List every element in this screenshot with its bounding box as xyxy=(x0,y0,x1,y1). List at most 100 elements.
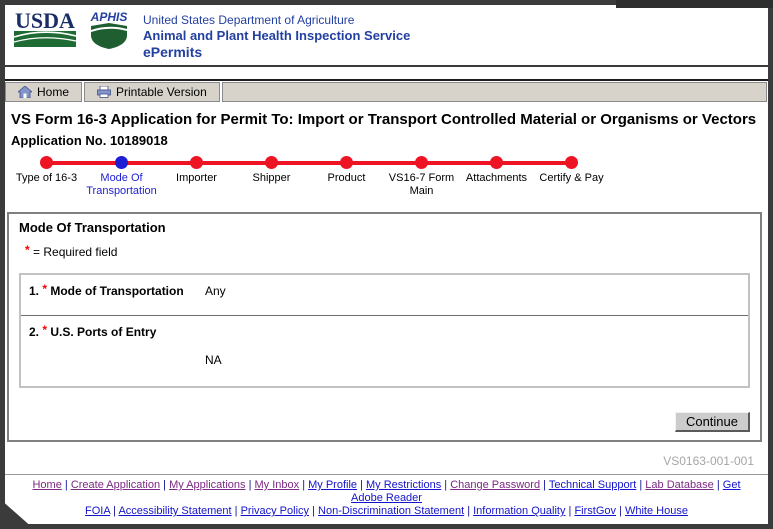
window-top-right-bar xyxy=(616,0,773,8)
step-dot xyxy=(40,156,53,169)
field-label-text: Mode of Transportation xyxy=(47,284,184,298)
stepper-step[interactable]: Product xyxy=(309,156,384,208)
footer-link[interactable]: Non-Discrimination Statement xyxy=(318,505,465,517)
footer: Home | Create Application | My Applicati… xyxy=(5,474,768,518)
step-dot xyxy=(415,156,428,169)
section-heading: Mode Of Transportation xyxy=(19,220,166,235)
step-dot xyxy=(340,156,353,169)
mode-of-transportation-section: Mode Of Transportation * = Required fiel… xyxy=(7,212,762,442)
field-required-asterisk: * xyxy=(42,282,48,296)
stepper-track xyxy=(46,161,572,165)
stepper-step[interactable]: Importer xyxy=(159,156,234,208)
footer-link[interactable]: FirstGov xyxy=(574,505,616,517)
home-icon xyxy=(18,86,32,98)
continue-row: Continue xyxy=(9,388,760,440)
usda-logo: USDA xyxy=(13,8,77,52)
continue-button[interactable]: Continue xyxy=(674,412,750,432)
aphis-logo: APHIS xyxy=(87,11,131,54)
footer-link-separator: | xyxy=(299,479,309,491)
footer-link[interactable]: My Applications xyxy=(169,479,246,491)
header-text: United States Department of Agriculture … xyxy=(143,11,410,61)
footer-link-separator: | xyxy=(713,479,723,491)
field-row: 2. * U.S. Ports of Entry NA xyxy=(21,315,748,386)
toolbar-filler xyxy=(221,82,767,102)
footer-link-separator: | xyxy=(464,505,474,517)
stepper-step[interactable]: Shipper xyxy=(234,156,309,208)
step-label: Product xyxy=(327,172,366,184)
field-label-text: U.S. Ports of Entry xyxy=(47,325,157,339)
footer-link-separator: | xyxy=(616,505,625,517)
footer-link[interactable]: Get Adobe Reader xyxy=(351,479,741,504)
footer-link[interactable]: Technical Support xyxy=(548,479,637,491)
footer-link[interactable]: Privacy Policy xyxy=(240,505,310,517)
footer-link-separator: | xyxy=(110,505,119,517)
step-dot xyxy=(115,156,128,169)
footer-link-separator: | xyxy=(61,479,71,491)
step-dot xyxy=(190,156,203,169)
step-dot xyxy=(490,156,503,169)
dept-line: United States Department of Agriculture xyxy=(143,13,355,27)
footer-link[interactable]: Accessibility Statement xyxy=(118,505,232,517)
fields-box: 1. * Mode of Transportation Any 2. * U.S. … xyxy=(19,273,750,388)
footer-link-separator: | xyxy=(636,479,646,491)
footer-link[interactable]: Change Password xyxy=(450,479,541,491)
page-title: VS Form 16-3 Application for Permit To: … xyxy=(11,111,757,128)
form-code: VS0163-001-001 xyxy=(663,454,754,468)
footer-link-separator: | xyxy=(540,479,549,491)
stepper-step[interactable]: Attachments xyxy=(459,156,534,208)
window-corner-notch xyxy=(0,499,34,529)
step-label: Attachments xyxy=(465,172,528,184)
footer-link[interactable]: Information Quality xyxy=(473,505,566,517)
footer-link[interactable]: Create Application xyxy=(70,479,161,491)
step-dot xyxy=(565,156,578,169)
field-number: 2. xyxy=(29,325,43,339)
footer-link[interactable]: Lab Database xyxy=(645,479,714,491)
footer-link-separator: | xyxy=(357,479,367,491)
footer-link-separator: | xyxy=(565,505,575,517)
footer-link[interactable]: My Restrictions xyxy=(366,479,442,491)
field-value: NA xyxy=(205,353,222,367)
application-number: Application No. 10189018 xyxy=(11,133,168,148)
printable-version-label: Printable Version xyxy=(116,85,207,99)
step-label: Type of 16-3 xyxy=(15,172,78,184)
step-dot xyxy=(265,156,278,169)
footer-link[interactable]: FOIA xyxy=(85,505,111,517)
field-label: 2. * U.S. Ports of Entry xyxy=(29,323,205,339)
footer-link[interactable]: My Inbox xyxy=(254,479,300,491)
toolbar: Home Printable Version xyxy=(5,79,768,102)
step-label: VS16-7 Form Main xyxy=(388,172,455,197)
app-name: ePermits xyxy=(143,44,203,60)
footer-link[interactable]: My Profile xyxy=(308,479,358,491)
field-required-asterisk: * xyxy=(42,323,48,337)
step-label: Certify & Pay xyxy=(539,172,604,184)
home-button-label: Home xyxy=(37,85,70,99)
stepper: Type of 16-3 Mode Of Transportation Import… xyxy=(5,156,768,208)
required-note-text: = Required field xyxy=(33,245,118,259)
footer-link[interactable]: White House xyxy=(624,505,688,517)
printable-version-button[interactable]: Printable Version xyxy=(84,82,220,102)
footer-link-separator: | xyxy=(245,479,255,491)
stepper-step[interactable]: Type of 16-3 xyxy=(9,156,84,208)
field-value: Any xyxy=(205,284,226,298)
printer-icon xyxy=(97,86,111,98)
home-button[interactable]: Home xyxy=(5,82,83,102)
step-label: Importer xyxy=(176,172,217,184)
required-field-note: * = Required field xyxy=(9,235,760,259)
aphis-shield-icon xyxy=(90,23,128,49)
step-label: Mode Of Transportation xyxy=(86,172,157,197)
stepper-steps: Type of 16-3 Mode Of Transportation Import… xyxy=(9,156,609,208)
footer-link-separator: | xyxy=(309,505,319,517)
footer-link-separator: | xyxy=(441,479,451,491)
field-row: 1. * Mode of Transportation Any xyxy=(21,275,748,315)
footer-link[interactable]: Home xyxy=(32,479,62,491)
usda-wordmark: USDA xyxy=(15,8,75,33)
field-number: 1. xyxy=(29,284,43,298)
stepper-step[interactable]: VS16-7 Form Main xyxy=(384,156,459,208)
step-label: Shipper xyxy=(252,172,291,184)
required-asterisk: * xyxy=(25,243,30,257)
header: USDA APHIS United States Department of A… xyxy=(5,5,768,67)
stepper-step[interactable]: Certify & Pay xyxy=(534,156,609,208)
stepper-step[interactable]: Mode Of Transportation xyxy=(84,156,159,208)
field-label: 1. * Mode of Transportation xyxy=(29,282,205,298)
